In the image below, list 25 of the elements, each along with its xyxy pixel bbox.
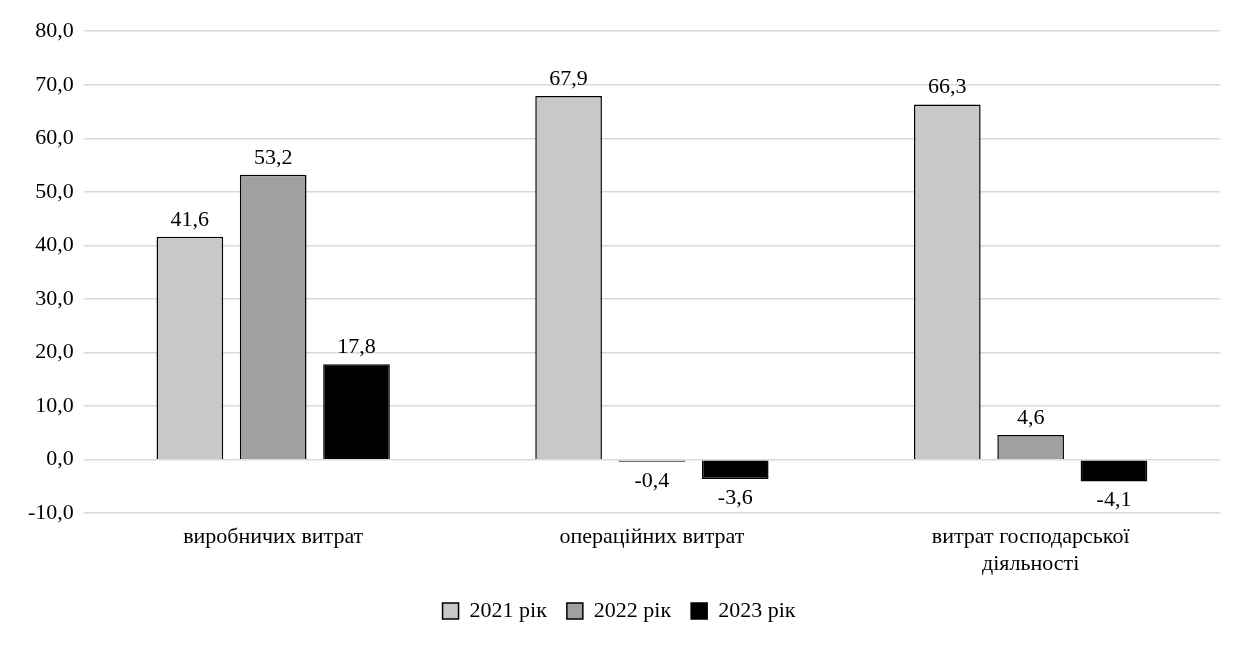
- y-tick-label: 0,0: [46, 445, 74, 471]
- y-tick-label: 50,0: [35, 177, 74, 203]
- legend-label: 2021 рік: [469, 596, 548, 622]
- data-label: 4,6: [1016, 403, 1045, 429]
- legend-label: 2023 рік: [718, 596, 796, 622]
- y-tick-label: 10,0: [35, 391, 74, 417]
- data-label: 53,2: [253, 143, 293, 169]
- data-label: 67,9: [549, 64, 588, 90]
- legend-label: 2022 рік: [593, 596, 672, 622]
- data-label: 66,3: [928, 73, 967, 99]
- data-label: 17,8: [337, 333, 376, 359]
- x-tick-label: виробничих витрат: [183, 523, 364, 549]
- x-tick-label: витрат господарської діяльності: [931, 523, 1131, 575]
- y-tick-label: 20,0: [35, 338, 74, 364]
- data-label: -3,6: [717, 483, 753, 509]
- data-label: -0,4: [634, 466, 670, 492]
- y-tick-label: 70,0: [35, 70, 74, 96]
- data-label: 41,6: [170, 205, 210, 231]
- y-tick-label: 60,0: [35, 124, 74, 150]
- y-tick-label: 80,0: [35, 16, 74, 42]
- data-label: -4,1: [1096, 486, 1132, 512]
- y-tick-label: 40,0: [35, 231, 74, 257]
- y-tick-label: 30,0: [35, 284, 74, 310]
- x-tick-label: операційних витрат: [559, 523, 745, 549]
- y-tick-label: -10,0: [28, 498, 74, 524]
